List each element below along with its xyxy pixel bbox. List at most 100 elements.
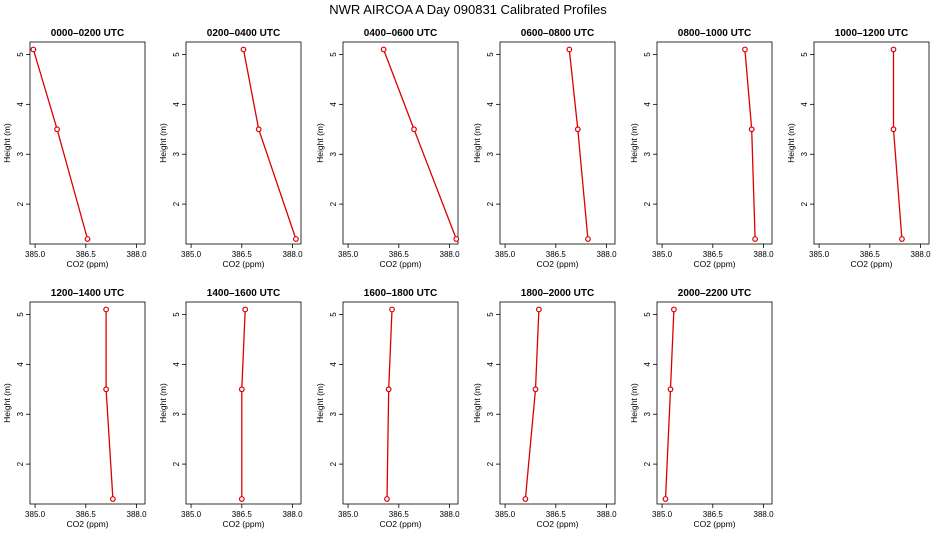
profile-panel: 0400–0600 UTC 385.0 386.5 388.0 2 3 4 5 CO2 (ppm…: [315, 28, 460, 269]
plot-frame: [342, 41, 459, 245]
y-tick-label: 3: [486, 411, 495, 416]
y-tick-label: 5: [800, 52, 809, 57]
plot-frame: [185, 41, 302, 245]
data-point: [54, 126, 60, 133]
y-tick-label: 3: [172, 411, 181, 416]
data-point: [748, 126, 755, 133]
x-axis-label: CO2 (ppm): [693, 259, 735, 269]
y-axis-label: Height (m): [472, 383, 482, 423]
y-tick-label: 5: [16, 312, 25, 317]
x-axis-label: CO2 (ppm): [222, 519, 264, 529]
y-tick-label: 3: [486, 151, 495, 156]
y-axis-label: Height (m): [158, 123, 168, 163]
plot-frame: [29, 301, 146, 505]
y-axis-label: Height (m): [315, 383, 325, 423]
data-point: [742, 46, 748, 53]
x-tick-label: 388.0: [127, 250, 148, 259]
x-tick-label: 388.0: [440, 250, 461, 259]
y-tick-label: 3: [16, 151, 25, 156]
y-tick-label: 2: [486, 461, 495, 466]
y-tick-label: 4: [16, 362, 25, 367]
y-tick-label: 5: [329, 52, 338, 57]
x-tick-label: 388.0: [911, 250, 932, 259]
y-tick-label: 2: [16, 461, 25, 466]
x-tick-label: 388.0: [597, 250, 618, 259]
data-point: [453, 236, 460, 242]
y-tick-label: 4: [486, 362, 495, 367]
plot-frame: [499, 301, 616, 505]
plot-frame: [656, 301, 773, 505]
x-tick-label: 388.0: [127, 510, 148, 519]
data-point: [389, 306, 395, 313]
y-tick-label: 4: [16, 102, 25, 107]
y-tick-label: 3: [16, 411, 25, 416]
profile-line: [241, 309, 246, 499]
data-point: [380, 46, 387, 53]
data-point: [532, 386, 539, 393]
y-tick-label: 4: [643, 362, 652, 367]
plot-frame: [29, 41, 146, 245]
y-tick-label: 3: [172, 151, 181, 156]
data-point: [411, 126, 417, 133]
x-tick-label: 386.5: [76, 250, 97, 259]
y-tick-label: 2: [329, 461, 338, 466]
data-point: [890, 46, 897, 53]
x-axis-label: CO2 (ppm): [536, 259, 578, 269]
profile-line: [386, 309, 393, 500]
data-point: [384, 496, 390, 502]
y-tick-label: 4: [329, 102, 338, 107]
y-tick-label: 2: [172, 201, 181, 206]
x-axis-label: CO2 (ppm): [850, 259, 892, 269]
y-axis-label: Height (m): [786, 123, 796, 163]
data-point: [574, 126, 581, 133]
data-point: [238, 496, 245, 502]
panel-title: 0400–0600 UTC: [364, 28, 437, 39]
x-tick-label: 386.5: [703, 510, 724, 519]
data-point: [293, 236, 299, 242]
plot-frame: [813, 41, 930, 245]
y-tick-label: 3: [800, 151, 809, 156]
panel-title: 2000–2200 UTC: [678, 288, 751, 299]
data-point: [752, 236, 758, 242]
panel-title: 0200–0400 UTC: [207, 28, 280, 39]
x-tick-label: 388.0: [754, 510, 775, 519]
plot-frame: [499, 41, 616, 245]
panel-title: 1600–1800 UTC: [364, 288, 437, 299]
plot-frame: [656, 41, 773, 245]
x-tick-label: 388.0: [754, 250, 775, 259]
profile-line: [892, 49, 903, 240]
x-tick-label: 388.0: [597, 510, 618, 519]
x-tick-label: 386.5: [703, 250, 724, 259]
profile-panel: 1000–1200 UTC 385.0 386.5 388.0 2 3 4 5 CO2 (ppm…: [786, 28, 931, 269]
data-point: [667, 386, 674, 393]
profile-panel: 0000–0200 UTC 385.0 386.5 388.0 2 3 4 5 CO2 (ppm…: [2, 28, 147, 269]
data-point: [30, 46, 37, 53]
data-point: [899, 236, 905, 242]
y-axis-label: Height (m): [629, 123, 639, 163]
y-tick-label: 5: [486, 312, 495, 317]
y-tick-label: 4: [172, 362, 181, 367]
y-tick-label: 5: [172, 52, 181, 57]
profile-line: [524, 309, 540, 500]
y-tick-label: 3: [329, 151, 338, 156]
x-axis-label: CO2 (ppm): [379, 259, 421, 269]
x-axis-label: CO2 (ppm): [222, 259, 264, 269]
x-tick-label: 385.0: [25, 250, 46, 259]
x-tick-label: 385.0: [338, 510, 359, 519]
x-tick-label: 385.0: [181, 510, 202, 519]
data-point: [566, 46, 573, 53]
profile-line: [105, 309, 114, 500]
panel-title: 1000–1200 UTC: [835, 28, 908, 39]
profile-panel: 1800–2000 UTC 385.0 386.5 388.0 2 3 4 5 CO2 (ppm…: [472, 288, 617, 529]
y-tick-label: 4: [643, 102, 652, 107]
y-axis-label: Height (m): [158, 383, 168, 423]
x-tick-label: 386.5: [546, 510, 567, 519]
x-tick-label: 386.5: [389, 510, 410, 519]
data-point: [84, 236, 91, 242]
data-point: [522, 496, 529, 502]
y-tick-label: 4: [800, 102, 809, 107]
x-axis-label: CO2 (ppm): [66, 519, 108, 529]
data-point: [238, 386, 245, 393]
x-tick-label: 385.0: [652, 250, 673, 259]
